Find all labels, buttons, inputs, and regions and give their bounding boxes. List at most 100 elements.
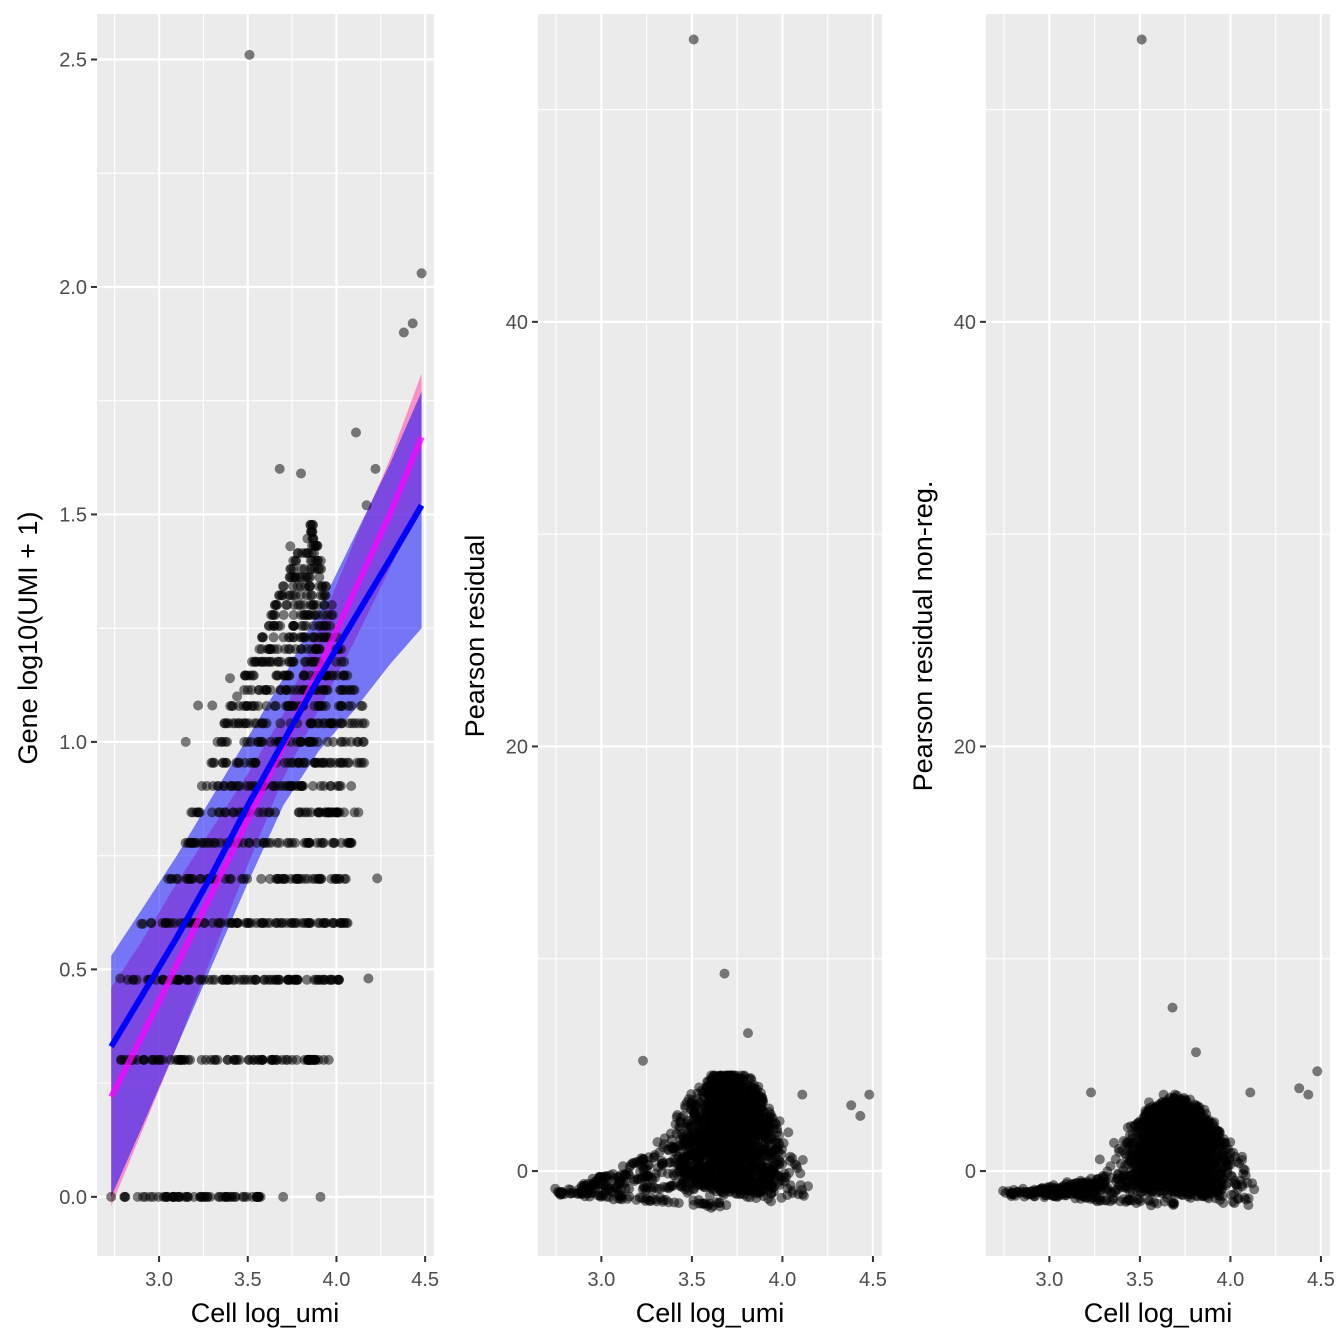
data-point (168, 1191, 179, 1202)
x-tick-label: 4.5 (1307, 1269, 1335, 1291)
data-point (1116, 1159, 1126, 1169)
x-tick-label: 3.5 (234, 1269, 262, 1291)
data-point (303, 610, 314, 620)
data-point (682, 1119, 693, 1130)
data-point (205, 837, 216, 848)
data-point (1129, 1177, 1140, 1188)
data-point (285, 632, 296, 643)
data-point (673, 1198, 684, 1209)
data-point (327, 718, 338, 729)
data-point (209, 974, 220, 985)
data-point (182, 1191, 193, 1202)
data-point (189, 837, 200, 848)
data-point (693, 1115, 704, 1126)
data-point (715, 1084, 726, 1095)
data-point (243, 1054, 254, 1065)
data-point (314, 701, 325, 711)
data-point (223, 918, 234, 928)
data-point (293, 548, 304, 559)
data-point (316, 974, 327, 985)
panel-3-background (986, 14, 1330, 1256)
data-point (1136, 34, 1147, 45)
data-point (1177, 1162, 1188, 1173)
data-point (196, 1054, 207, 1065)
data-point (278, 581, 289, 592)
data-point (285, 541, 296, 552)
data-point (244, 49, 255, 60)
data-point (1210, 1144, 1221, 1155)
data-point (688, 1195, 699, 1206)
data-point (1232, 1184, 1243, 1195)
data-point (263, 837, 274, 848)
data-point (305, 600, 316, 610)
data-point (1201, 1109, 1212, 1119)
data-point (675, 1117, 686, 1128)
data-point (252, 736, 263, 747)
data-point (608, 1194, 619, 1205)
data-point (1105, 1196, 1116, 1207)
data-point (326, 610, 337, 620)
data-point (305, 555, 316, 566)
panel-1-axes: 3.0 3.5 4.0 4.50.00.51.01.52.02.5 (59, 49, 439, 1291)
data-point (295, 632, 306, 643)
data-point (706, 1202, 717, 1213)
data-point (325, 807, 336, 818)
data-point (745, 1126, 755, 1137)
data-point (281, 918, 292, 928)
data-point (1245, 1087, 1256, 1098)
data-point (242, 873, 253, 884)
data-point (749, 1185, 760, 1196)
data-point (282, 600, 292, 610)
data-point (728, 1094, 739, 1105)
data-point (327, 918, 338, 928)
data-point (754, 1101, 765, 1112)
data-point (625, 1159, 636, 1170)
data-point (174, 974, 185, 985)
data-point (285, 590, 296, 601)
data-point (1155, 1099, 1166, 1110)
data-point (1148, 1135, 1159, 1146)
data-point (309, 656, 320, 667)
data-point (1212, 1187, 1223, 1197)
data-point (724, 1131, 735, 1142)
data-point (318, 1054, 329, 1065)
data-point (194, 974, 205, 985)
data-point (1172, 1155, 1183, 1166)
data-point (686, 1149, 697, 1160)
panel-2-points (550, 34, 875, 1213)
panel-2-grid (538, 14, 882, 1256)
y-tick-label: 2.0 (59, 277, 87, 299)
data-point (295, 581, 306, 592)
data-point (314, 572, 325, 583)
panel-2-y-axis-title: Pearson residual (460, 535, 490, 738)
panel-1: 3.0 3.5 4.0 4.50.00.51.01.52.02.5 Cell log_… (13, 14, 439, 1328)
data-point (304, 736, 315, 747)
data-point (694, 1143, 705, 1153)
x-tick-label: 4.0 (323, 1269, 351, 1291)
data-point (257, 1054, 268, 1065)
fit-line-2 (108, 503, 425, 1049)
y-tick-label: 1.0 (59, 732, 87, 754)
data-point (1167, 1103, 1178, 1114)
data-point (1120, 1196, 1131, 1207)
data-point (205, 1054, 216, 1065)
data-point (253, 1191, 264, 1202)
data-point (734, 1189, 745, 1200)
data-point (197, 837, 207, 848)
data-point (704, 1190, 715, 1201)
data-point (285, 685, 296, 695)
data-point (1247, 1178, 1258, 1189)
data-point (774, 1116, 785, 1127)
data-point (688, 34, 699, 45)
data-point (714, 1115, 725, 1126)
data-point (227, 781, 238, 791)
confidence-band-2 (111, 391, 422, 1197)
data-point (363, 973, 374, 984)
data-point (335, 918, 345, 928)
data-point (217, 1191, 228, 1202)
data-point (763, 1162, 774, 1173)
data-point (283, 656, 294, 667)
data-point (1189, 1140, 1200, 1151)
y-tick-label: 40 (954, 312, 976, 334)
